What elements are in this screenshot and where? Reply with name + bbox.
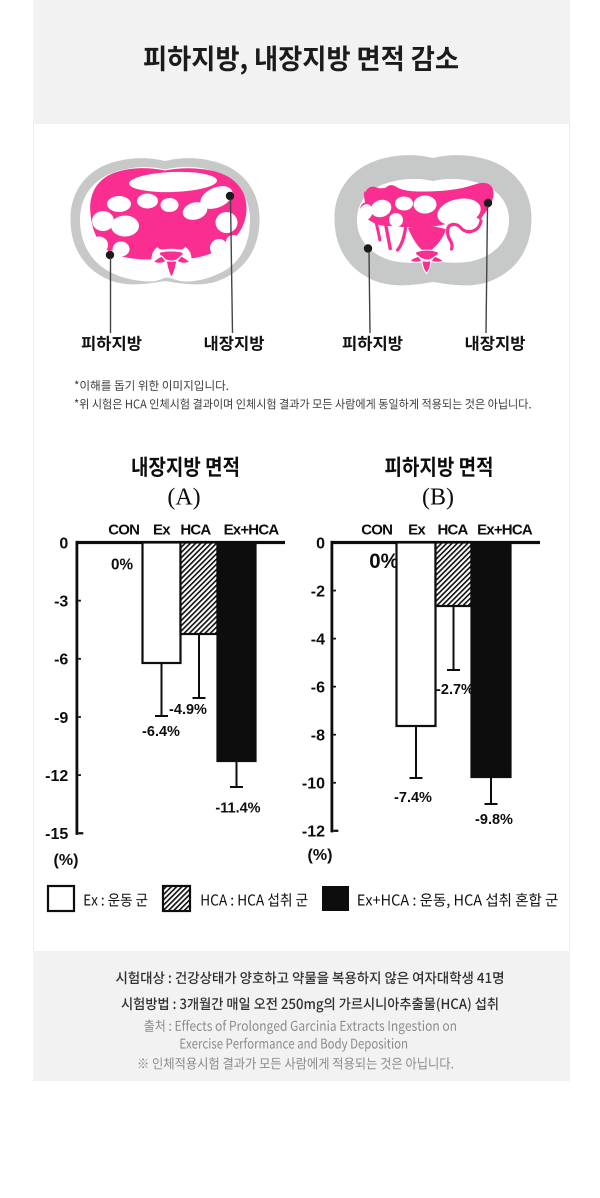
svg-text:(B): (B) [422, 485, 454, 511]
svg-text:-2.7%: -2.7% [436, 682, 474, 698]
svg-text:0%: 0% [111, 557, 133, 574]
svg-text:0: 0 [59, 535, 68, 552]
svg-text:(A): (A) [167, 485, 200, 511]
svg-text:-4: -4 [311, 631, 325, 648]
svg-text:-10: -10 [302, 776, 325, 793]
svg-text:-12: -12 [45, 768, 68, 785]
svg-text:Ex: Ex [408, 522, 426, 539]
svg-text:Ex+HCA: Ex+HCA [477, 522, 533, 539]
svg-text:-8: -8 [311, 728, 325, 745]
svg-text:(%): (%) [54, 852, 79, 869]
svg-text:-9: -9 [54, 710, 68, 727]
svg-text:(%): (%) [308, 847, 333, 864]
svg-text:0: 0 [316, 535, 325, 552]
svg-text:Ex+HCA: Ex+HCA [224, 522, 280, 539]
svg-text:HCA: HCA [437, 522, 468, 539]
svg-text:-6: -6 [54, 652, 68, 669]
svg-text:-15: -15 [45, 826, 68, 843]
svg-text:-12: -12 [302, 824, 325, 841]
svg-text:-9.8%: -9.8% [475, 812, 513, 828]
svg-text:-4.9%: -4.9% [169, 702, 207, 718]
svg-text:CON: CON [361, 522, 392, 539]
svg-text:CON: CON [108, 522, 139, 539]
svg-text:-6: -6 [311, 679, 325, 696]
svg-text:-2: -2 [311, 583, 325, 600]
svg-text:Ex: Ex [153, 522, 171, 539]
svg-text:-3: -3 [54, 593, 68, 610]
svg-text:-7.4%: -7.4% [394, 790, 432, 806]
svg-text:HCA: HCA [180, 522, 211, 539]
svg-text:-11.4%: -11.4% [215, 801, 260, 817]
svg-text:0%: 0% [369, 550, 399, 573]
svg-text:-6.4%: -6.4% [142, 724, 180, 740]
